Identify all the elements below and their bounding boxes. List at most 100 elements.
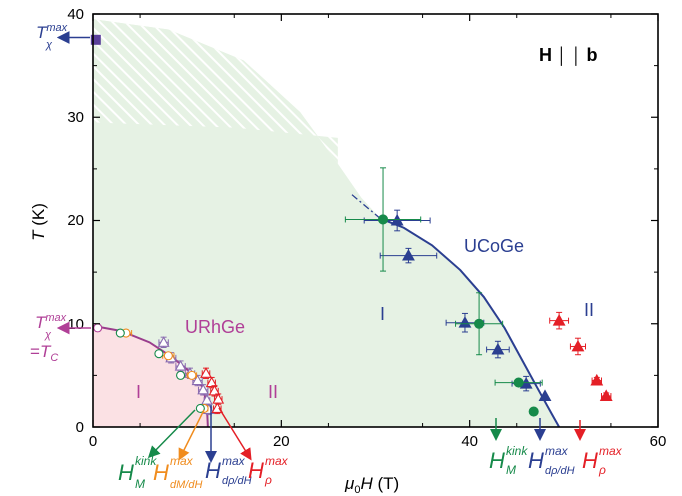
x-tick-labels: 0 20 40 60 — [89, 433, 667, 450]
data-point-URhGe_dp_dH — [197, 383, 210, 396]
ucoge-extrapolation-dashdot — [351, 194, 381, 219]
triangle-marker — [599, 389, 613, 401]
tchi-mid-TC-sub: C — [50, 352, 58, 364]
hrho-left-sub: ρ — [264, 473, 272, 487]
y-axis-T: T — [29, 229, 48, 241]
triangle-marker — [458, 316, 472, 328]
data-point-URhGe_rho — [212, 392, 225, 405]
data-point-URhGe_rho — [208, 384, 221, 397]
triangle-marker — [402, 248, 415, 261]
urhge-region-II-label: II — [268, 382, 278, 402]
data-point-UCoGe_rho — [569, 337, 586, 356]
tchi-top-sup: max — [46, 22, 67, 34]
hdpdh-left-sup: max — [222, 454, 246, 468]
data-point-URhGe_kink — [195, 403, 205, 413]
y-tick-labels: 0 10 20 30 40 — [67, 6, 84, 436]
x-axis-sub0: 0 — [354, 484, 360, 496]
tchi-mid-eq-tc: =TC — [30, 342, 58, 364]
hkink-right-H: H — [489, 448, 505, 473]
kink-arrow-left — [147, 409, 196, 459]
data-point-UCoGe_rho — [549, 311, 570, 330]
y-tick-label: 20 — [67, 212, 84, 229]
field-H: H — [539, 45, 552, 65]
urhge-region-I — [93, 325, 208, 427]
ucoge-label: UCoGe — [464, 236, 524, 256]
data-point-UCoGe_rho — [599, 389, 613, 401]
circle-marker — [176, 370, 186, 380]
data-point-UCoGe_kink — [528, 406, 539, 417]
circle-marker — [154, 349, 164, 359]
x-axis-label: μ0H (T) — [344, 474, 399, 496]
circle-marker — [377, 214, 389, 225]
hkink-left-H: H — [118, 460, 134, 485]
y-tick-label: 0 — [76, 419, 84, 436]
hdmdh-H: H — [153, 460, 169, 485]
hkink-left-sub: M — [135, 477, 145, 491]
data-point-URhGe_kink — [176, 370, 186, 380]
triangle-marker — [552, 314, 566, 326]
y-axis-unit: (K) — [29, 203, 48, 230]
hkink-left-sup: kink — [135, 454, 157, 468]
triangle-marker — [205, 376, 218, 388]
circle-marker — [163, 351, 173, 361]
hrho-left-H: H — [248, 458, 264, 483]
tchi-mid-sup: max — [45, 312, 66, 324]
circle-marker — [528, 406, 539, 417]
square-marker — [90, 34, 101, 45]
circle-marker — [115, 328, 125, 338]
triangle-marker — [191, 374, 204, 386]
triangle-marker — [200, 367, 212, 378]
data-point-UCoGe_kink — [344, 167, 422, 272]
bottom-labels-right: H kink M H max dρ/dH H max ρ — [489, 444, 623, 477]
data-point-T_chi_max_UCoGe — [90, 34, 101, 45]
x-tick-label: 60 — [650, 433, 667, 450]
data-markers — [90, 34, 613, 417]
data-point-URhGe_zero_field — [93, 323, 103, 333]
tchi-mid-TC: T — [40, 342, 52, 361]
triangle-marker — [157, 336, 170, 347]
x-tick-label: 0 — [89, 433, 97, 450]
hdpdh-left-H: H — [205, 458, 221, 483]
y-tick-label: 10 — [67, 316, 84, 333]
circle-marker — [474, 318, 485, 329]
data-point-UCoGe_kink — [455, 292, 504, 356]
hdpdh-right-sup: max — [545, 444, 569, 458]
data-point-UCoGe_dp_dH — [379, 247, 438, 264]
field-parallel: │ │ — [557, 46, 581, 66]
x-axis-H: H — [360, 474, 373, 493]
tchi-mid-T: T — [35, 313, 47, 332]
y-axis-label: T (K) — [29, 203, 48, 241]
data-point-URhGe_dM_dH — [186, 370, 198, 380]
data-point-UCoGe_dp_dH — [538, 389, 552, 401]
urhge-region-I-label: I — [136, 382, 141, 402]
data-point-UCoGe_kink — [494, 377, 543, 388]
hrho-right-H: H — [582, 448, 598, 473]
data-point-URhGe_rho — [200, 367, 212, 379]
x-axis-unit: (T) — [373, 474, 399, 493]
ucoge-region-II-label: II — [584, 300, 594, 320]
x-axis-mu: μ — [344, 474, 355, 493]
x-tick-label: 20 — [273, 433, 290, 450]
circle-marker — [513, 377, 524, 388]
hkink-right-sub: M — [506, 463, 516, 477]
y-tick-label: 30 — [67, 109, 84, 126]
hdmdh-sup: max — [170, 454, 194, 468]
data-point-URhGe_kink — [115, 328, 125, 338]
hrho-right-sup: max — [599, 444, 623, 458]
hdpdh-right-sub: dρ/dH — [545, 465, 575, 477]
tchi-top-label: Tmax — [36, 22, 68, 42]
triangle-marker — [571, 339, 585, 352]
tchi-mid-sub: χ — [44, 329, 52, 341]
tchi-top-T: T — [36, 23, 48, 42]
x-tick-label: 40 — [461, 433, 478, 450]
field-b: b — [586, 45, 597, 65]
tchi-top-sub: χ — [45, 39, 53, 51]
data-point-UCoGe_dp_dH — [445, 312, 485, 333]
bottom-labels-left: H kink M H max dM/dH H max dρ/dH H max ρ — [118, 454, 289, 491]
triangle-marker — [174, 359, 187, 371]
circle-marker — [93, 323, 103, 333]
hdpdh-left-sub: dρ/dH — [222, 475, 252, 487]
hrho-left-sup: max — [265, 454, 289, 468]
data-point-URhGe_dp_dH — [157, 336, 170, 348]
